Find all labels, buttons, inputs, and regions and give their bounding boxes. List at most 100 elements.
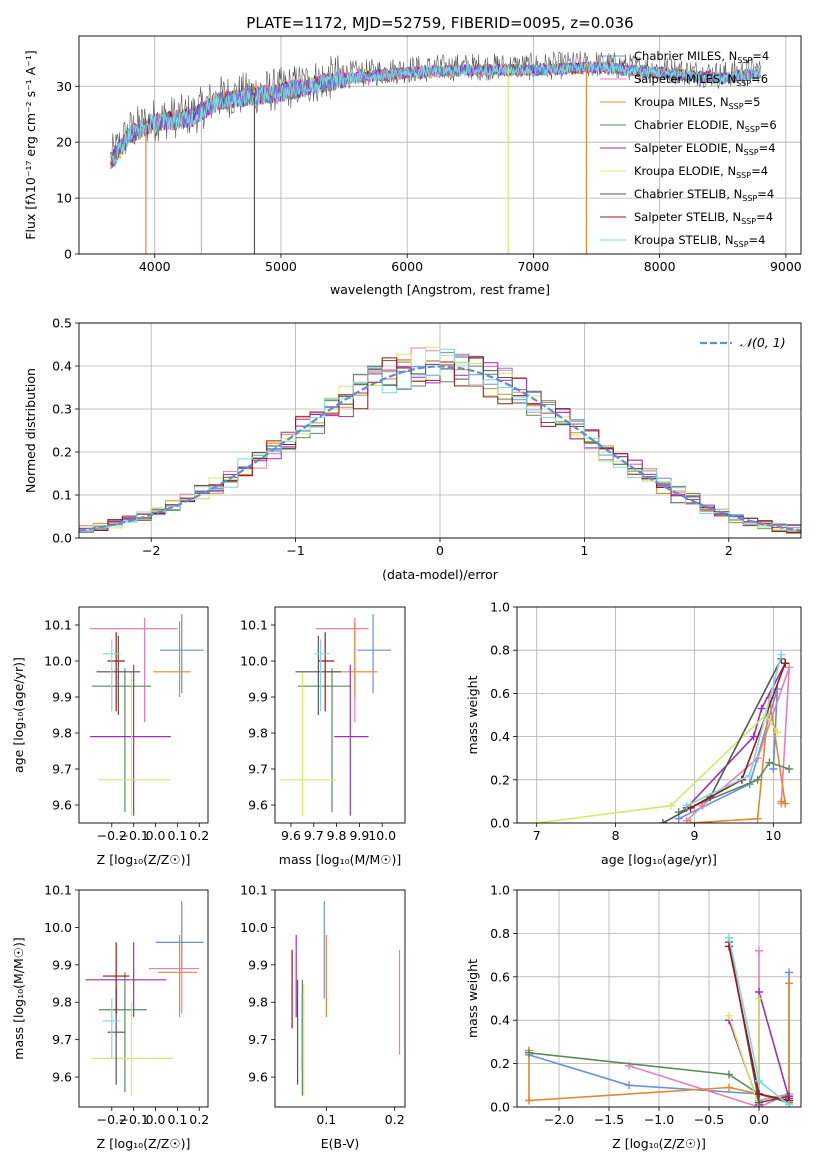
weight-marker: [525, 1048, 533, 1057]
plot-area: [279, 614, 392, 816]
weight-marker: [658, 819, 667, 823]
x-tick-label: 7: [533, 828, 541, 843]
x-tick-label: 4000: [139, 259, 171, 274]
y-tick-label: 10.1: [44, 618, 72, 633]
weight-line: [536, 713, 778, 823]
x-tick-label: −0.1: [118, 1112, 148, 1127]
errorbar-point: [107, 632, 125, 712]
x-tick-label: 2: [725, 543, 733, 558]
x-tick-label: 8: [612, 828, 620, 843]
y-tick-label: 10.1: [240, 618, 268, 633]
panel-mass-vs-EBV: 0.1 0.2 9.6 9.7 9.8 9.9 10.0 10.1 E(B-V): [240, 883, 406, 1151]
x-tick-label: 0.1: [167, 1112, 187, 1127]
spectrum-line: [110, 60, 761, 164]
x-tick-label: 0.1: [316, 1112, 336, 1127]
y-tick-label: 0.0: [52, 531, 72, 546]
errorbar-point: [157, 934, 198, 1018]
y-tick-label: 10.0: [44, 654, 72, 669]
axes-frame: [78, 606, 209, 824]
x-tick-label: 10.0: [368, 828, 396, 843]
weight-marker: [773, 728, 782, 737]
x-tick-label: −2: [142, 543, 160, 558]
plot-area: [532, 650, 794, 823]
axes-frame: [78, 322, 802, 539]
weight-marker: [749, 732, 758, 741]
legend-entry: Chabrier STELIB, NSSP=4: [634, 187, 774, 203]
x-axis-label: Z [log₁₀(Z/Z☉)]: [612, 1136, 706, 1151]
y-tick-label: 0: [64, 247, 72, 262]
legend-entry: 𝒩(0, 1): [740, 335, 786, 350]
axes-frame: [516, 889, 802, 1108]
y-tick-label: 0.4: [52, 359, 72, 374]
errorbar-point: [297, 668, 351, 813]
x-axis-label: E(B-V): [321, 1136, 360, 1151]
errorbar-point: [295, 635, 342, 715]
weight-marker: [785, 663, 794, 672]
legend-entry: Kroupa STELIB, NSSP=4: [634, 233, 765, 249]
y-tick-label: 9.9: [52, 957, 72, 972]
weight-marker: [725, 933, 733, 942]
weight-line: [686, 662, 786, 809]
y-tick-label: 0.2: [490, 1056, 510, 1071]
weight-marker: [666, 801, 675, 810]
weight-marker: [785, 1100, 793, 1107]
errorbar-point: [85, 942, 167, 1018]
x-tick-label: 9.9: [349, 828, 369, 843]
x-tick-label: 0.0: [146, 828, 166, 843]
errorbar-point: [103, 639, 121, 712]
weight-marker: [682, 801, 691, 810]
x-tick-label: −1.5: [594, 1112, 624, 1127]
y-tick-label: 0.2: [490, 772, 510, 787]
errorbar-point: [334, 664, 369, 816]
panel-residuals: −2 −1 0 1 2 0.0 0.1 0.2 0.3 0.4 0.5 (data-model)/er…: [23, 316, 802, 582]
y-tick-label: 10.1: [44, 883, 72, 898]
x-tick-label: 9.8: [327, 828, 347, 843]
x-tick-label: 5000: [265, 259, 297, 274]
y-tick-label: 9.7: [52, 1032, 72, 1047]
weight-marker: [755, 1098, 763, 1107]
legend-entry: Salpeter MILES, NSSP=6: [634, 72, 768, 88]
chart-title: PLATE=1172, MJD=52759, FIBERID=0095, z=0…: [246, 14, 633, 32]
y-tick-label: 10.0: [44, 920, 72, 935]
weight-line: [678, 761, 790, 813]
y-tick-label: 9.7: [248, 762, 268, 777]
weight-marker: [753, 775, 762, 784]
y-tick-label: 30: [56, 79, 72, 94]
errorbar-point: [313, 639, 330, 712]
x-tick-label: −1: [286, 543, 304, 558]
weight-marker: [725, 1083, 733, 1092]
x-tick-label: −0.5: [694, 1112, 724, 1127]
plot-area: [291, 901, 401, 1096]
legend-entry: Chabrier MILES, NSSP=4: [634, 49, 769, 65]
x-tick-label: −0.2: [97, 1112, 127, 1127]
weight-marker: [777, 797, 786, 806]
x-tick-label: 0: [436, 543, 444, 558]
panel-weights-vs-Z: −2.0 −1.5 −1.0 −0.5 0.0 0.0 0.2 0.4 0.6 0.8 1.0 Z […: [465, 883, 802, 1151]
weight-marker: [785, 979, 793, 988]
y-tick-label: 0.3: [52, 402, 72, 417]
weight-marker: [745, 771, 754, 780]
plot-area: [525, 933, 793, 1107]
y-tick-label: 9.9: [248, 690, 268, 705]
y-tick-label: 9.8: [248, 726, 268, 741]
y-tick-label: 9.6: [248, 1070, 268, 1085]
y-tick-label: 0.5: [52, 316, 72, 331]
y-axis-label: mass [log₁₀(M/M☉)]: [11, 937, 26, 1059]
y-tick-label: 10.0: [240, 920, 268, 935]
errorbar-point: [148, 946, 200, 1014]
x-tick-label: 0.1: [167, 828, 187, 843]
y-tick-label: 10.1: [240, 883, 268, 898]
y-tick-label: 9.8: [248, 995, 268, 1010]
x-tick-label: −1.0: [644, 1112, 674, 1127]
plot-area: [89, 614, 204, 816]
weight-marker: [755, 1076, 763, 1085]
axes-frame: [274, 606, 406, 824]
errorbar-point: [159, 614, 204, 694]
x-tick-label: −0.2: [97, 828, 127, 843]
weight-marker: [765, 758, 774, 767]
y-tick-label: 0.8: [490, 643, 510, 658]
x-axis-label: Z [log₁₀(Z/Z☉)]: [97, 1136, 191, 1151]
y-axis-label: mass weight: [465, 959, 480, 1038]
y-tick-label: 10.0: [240, 654, 268, 669]
